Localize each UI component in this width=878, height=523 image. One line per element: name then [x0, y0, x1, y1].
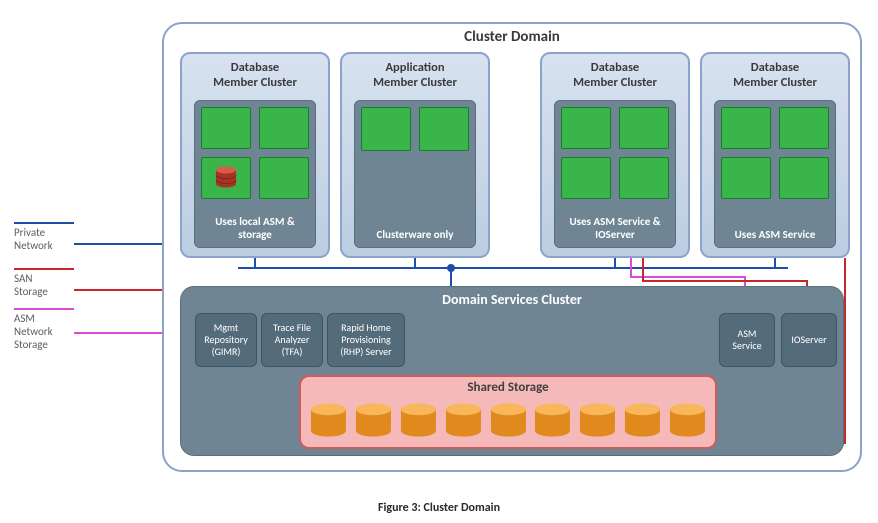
member-title: Database Member Cluster [542, 60, 688, 90]
san-m3-h [642, 280, 808, 282]
legend-line-asm [14, 308, 74, 310]
member-title-line2: Member Cluster [373, 75, 457, 90]
member-title: Database Member Cluster [702, 60, 848, 90]
cluster-node [779, 157, 829, 199]
member-title-line2: Member Cluster [213, 75, 297, 90]
disk-icon [309, 401, 348, 441]
private-drop-2 [414, 258, 416, 268]
cluster-node [721, 107, 771, 149]
cluster-node [779, 107, 829, 149]
disk-icon [444, 401, 483, 441]
member-cluster-2: Application Member Cluster Clusterware o… [340, 52, 490, 258]
asm-line-v1 [630, 258, 632, 278]
svc-asm: ASM Service [719, 313, 775, 367]
san-m3-v [642, 258, 644, 282]
cluster-node [721, 157, 771, 199]
private-drop-3 [614, 258, 616, 268]
member-title: Database Member Cluster [182, 60, 328, 90]
legend-label: Private [14, 226, 154, 239]
disk-row [309, 399, 707, 441]
member-title: Application Member Cluster [342, 60, 488, 90]
disk-icon [489, 401, 528, 441]
legend-line-san [14, 268, 74, 270]
disk-icon [533, 401, 572, 441]
member-title-line1: Application [385, 60, 444, 75]
member-caption: Uses ASM Service [719, 228, 831, 241]
disk-icon [623, 401, 662, 441]
member-caption: Uses local ASM & storage [199, 215, 311, 241]
cluster-domain-box: Cluster Domain Database Member Clust [162, 22, 862, 472]
member-inner-panel: Uses ASM Service [714, 100, 836, 248]
legend-san: SAN Storage [14, 268, 154, 298]
node-grid [721, 107, 829, 199]
private-bus-dot [446, 263, 456, 273]
svc-tfa: Trace File Analyzer (TFA) [261, 313, 323, 367]
cluster-node [619, 157, 669, 199]
cluster-node [201, 107, 251, 149]
asm-line-h [630, 276, 746, 278]
figure-caption: Figure 3: Cluster Domain [0, 501, 878, 515]
cluster-node [419, 107, 469, 151]
node-grid [201, 107, 309, 199]
private-bus [238, 267, 788, 269]
cluster-node [201, 157, 251, 199]
san-line-legend [74, 289, 162, 291]
cluster-node [361, 107, 411, 151]
svc-rhp: Rapid Home Provisioning (RHP) Server [327, 313, 405, 367]
member-caption: Uses ASM Service & IOServer [559, 215, 671, 241]
san-m4-v [844, 258, 846, 444]
disk-icon [399, 401, 438, 441]
diagram-canvas: Private Network SAN Storage ASM Network … [0, 0, 878, 523]
member-title-line2: Member Cluster [573, 75, 657, 90]
dsc-title: Domain Services Cluster [181, 291, 843, 308]
legend-label: Storage [14, 285, 154, 298]
asm-line-legend [74, 332, 162, 334]
legend-label: Storage [14, 338, 154, 351]
node-grid [561, 107, 669, 199]
member-cluster-3: Database Member Cluster Uses ASM Service… [540, 52, 690, 258]
cluster-node [561, 107, 611, 149]
private-drop-1 [254, 258, 256, 268]
disk-icon [354, 401, 393, 441]
legend-asm: ASM Network Storage [14, 308, 154, 351]
domain-services-cluster: Domain Services Cluster Mgmt Repository … [180, 286, 844, 456]
disk-icon [668, 401, 707, 441]
cluster-node [561, 157, 611, 199]
svc-gimr: Mgmt Repository (GIMR) [195, 313, 257, 367]
cluster-node [259, 157, 309, 199]
legend-label: Network [14, 239, 154, 252]
legend-line-private [14, 222, 74, 224]
shared-storage-box: Shared Storage [299, 375, 717, 449]
shared-storage-title: Shared Storage [301, 380, 715, 395]
disk-icon [578, 401, 617, 441]
member-cluster-1: Database Member Cluster [180, 52, 330, 258]
legend-private: Private Network [14, 222, 154, 252]
member-cluster-4: Database Member Cluster Uses ASM Service [700, 52, 850, 258]
svc-ioserver: IOServer [781, 313, 837, 367]
database-icon [215, 166, 237, 190]
legend-label: ASM [14, 312, 154, 325]
legend-label: SAN [14, 272, 154, 285]
member-title-line1: Database [751, 60, 799, 75]
cluster-domain-title: Cluster Domain [164, 28, 860, 46]
member-inner-panel: Uses local ASM & storage [194, 100, 316, 248]
member-inner-panel: Uses ASM Service & IOServer [554, 100, 676, 248]
member-caption: Clusterware only [359, 228, 471, 241]
node-grid [361, 107, 469, 151]
cluster-node [259, 107, 309, 149]
cluster-node [619, 107, 669, 149]
member-title-line1: Database [591, 60, 639, 75]
member-title-line1: Database [231, 60, 279, 75]
member-inner-panel: Clusterware only [354, 100, 476, 248]
private-drop-4 [774, 258, 776, 268]
member-title-line2: Member Cluster [733, 75, 817, 90]
